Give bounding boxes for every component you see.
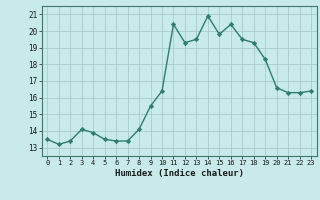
X-axis label: Humidex (Indice chaleur): Humidex (Indice chaleur) (115, 169, 244, 178)
